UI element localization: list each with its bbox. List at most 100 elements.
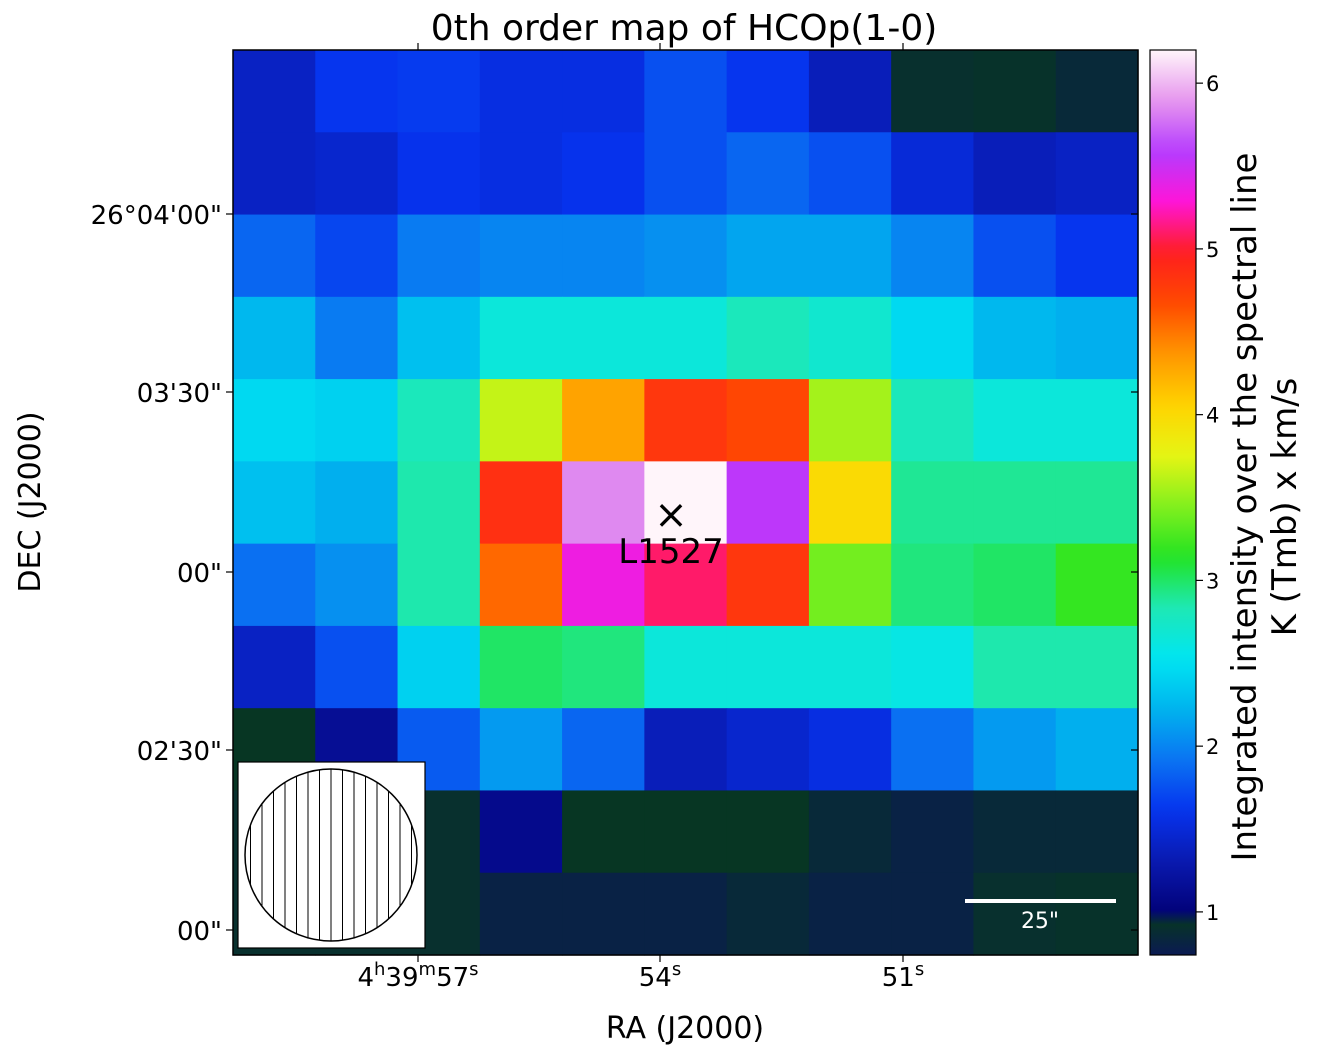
colorbar-tick-label: 6: [1206, 72, 1219, 96]
heatmap-cell: [315, 625, 399, 709]
heatmap-cell: [973, 543, 1057, 627]
colorbar-ticks: 1 2 3 4 5 6: [1196, 72, 1219, 925]
heatmap-cell: [808, 790, 892, 874]
heatmap-cell: [233, 214, 316, 298]
heatmap-cell: [315, 50, 399, 133]
heatmap-cell: [397, 50, 481, 133]
colorbar: 1 2 3 4 5 6 Integrated intensity over the spe…: [1149, 49, 1305, 956]
heatmap-cell: [726, 872, 810, 956]
heatmap-cell: [644, 790, 728, 874]
colorbar-label-line1: Integrated intensity over the spectral l…: [1225, 153, 1265, 862]
heatmap-cell: [562, 50, 645, 133]
heatmap-cell: [479, 872, 563, 956]
source-marker: × L1527: [618, 492, 723, 572]
heatmap-cell: [644, 461, 728, 545]
heatmap-cell: [1055, 543, 1139, 627]
heatmap-cell: [315, 543, 399, 627]
heatmap-cell: [397, 132, 481, 216]
heatmap-cell: [1055, 708, 1139, 792]
heatmap-cell: [644, 625, 728, 709]
heatmap-cell: [973, 708, 1057, 792]
heatmap-cell: [808, 296, 892, 380]
heatmap-cell: [726, 214, 810, 298]
heatmap-cell: [891, 379, 975, 462]
heatmap-cell: [973, 625, 1057, 709]
colorbar-tick-label: 4: [1206, 404, 1219, 428]
heatmap-cell: [973, 872, 1057, 956]
heatmap-cell: [973, 461, 1057, 545]
heatmap-cell: [315, 296, 399, 380]
heatmap-cell: [973, 790, 1057, 874]
chart-title: 0th order map of HCOp(1-0): [431, 8, 938, 49]
heatmap-cell: [479, 543, 563, 627]
heatmap-cell: [891, 296, 975, 380]
heatmap-cell: [891, 132, 975, 216]
heatmap-cell: [479, 379, 563, 462]
heatmap-cell: [562, 790, 645, 874]
heatmap-cell: [644, 379, 728, 462]
heatmap-cell: [808, 50, 892, 133]
heatmap-cell: [1055, 50, 1139, 133]
heatmap-cell: [808, 708, 892, 792]
scale-bar-label: 25": [1021, 909, 1059, 934]
heatmap-cell: [562, 296, 645, 380]
heatmap-cell: [479, 461, 563, 545]
heatmap-cell: [562, 132, 645, 216]
heatmap-cell: [1055, 379, 1139, 462]
beam-inset: [237, 761, 426, 949]
heatmap-cell: [233, 543, 316, 627]
source-cross-icon: ×: [654, 492, 688, 538]
heatmap-cell: [891, 214, 975, 298]
colorbar-label-line2: K (Tmb) x km/s: [1265, 378, 1305, 637]
heatmap-cell: [397, 625, 481, 709]
y-tick-label: 03'30": [137, 379, 222, 409]
heatmap-cell: [479, 50, 563, 133]
heatmap-cell: [233, 50, 316, 133]
heatmap-cell: [479, 296, 563, 380]
heatmap-cell: [562, 872, 645, 956]
heatmap-cell: [397, 461, 481, 545]
heatmap-cell: [808, 379, 892, 462]
heatmap-cell: [562, 461, 645, 545]
colorbar-tick-label: 1: [1206, 901, 1219, 925]
plot-frame: [232, 49, 1139, 956]
heatmap-cell: [233, 625, 316, 709]
y-tick-label: 26°04'00": [91, 201, 222, 231]
heatmap-cell: [479, 214, 563, 298]
heatmap-cell: [891, 625, 975, 709]
heatmap-cell: [891, 543, 975, 627]
heatmap-cell: [726, 50, 810, 133]
source-label: L1527: [618, 532, 723, 572]
heatmap-cell: [315, 461, 399, 545]
heatmap-cell: [233, 379, 316, 462]
heatmap-cell: [726, 543, 810, 627]
x-tick-label: 54s: [639, 959, 681, 993]
axis-ticks: [226, 43, 1138, 962]
heatmap-cell: [315, 379, 399, 462]
heatmap-cell: [479, 132, 563, 216]
heatmap-cell: [1055, 625, 1139, 709]
colorbar-gradient: [1149, 49, 1197, 956]
heatmap-cell: [891, 872, 975, 956]
heatmap-cell: [644, 50, 728, 133]
x-axis-label: RA (J2000): [606, 1011, 764, 1046]
heatmap-cell: [808, 872, 892, 956]
heatmap-cell: [891, 461, 975, 545]
heatmap-cell: [973, 379, 1057, 462]
heatmap-cell: [891, 50, 975, 133]
y-tick-label: 00": [177, 559, 222, 589]
heatmap-cell: [726, 708, 810, 792]
heatmap-cell: [644, 296, 728, 380]
heatmap-cell: [973, 296, 1057, 380]
heatmap-cell: [1055, 872, 1139, 956]
heatmap-cell: [808, 132, 892, 216]
heatmap-cell: [644, 708, 728, 792]
scale-bar: 25": [965, 899, 1116, 934]
y-axis-label: DEC (J2000): [13, 411, 48, 592]
heatmap-cell: [644, 543, 728, 627]
x-tick-label: 4h39m57s: [357, 959, 478, 993]
colorbar-tick-label: 5: [1206, 238, 1219, 262]
x-tick-label: 51s: [882, 959, 924, 993]
colorbar-tick-label: 3: [1206, 569, 1219, 593]
